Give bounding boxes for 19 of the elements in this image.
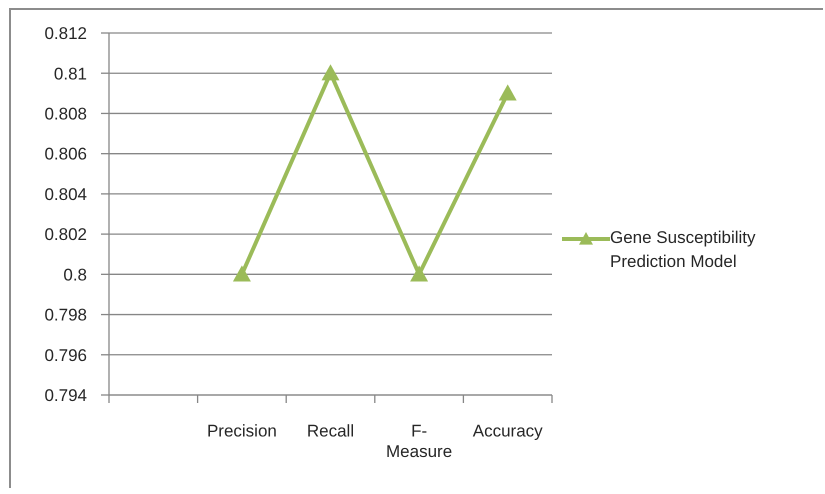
- legend-label: Gene Susceptibility Prediction Model: [610, 227, 757, 273]
- y-tick-label: 0.798: [44, 306, 87, 325]
- y-tick-label: 0.796: [44, 346, 87, 365]
- y-tick-label: 0.812: [44, 24, 87, 44]
- y-tick-label: 0.804: [44, 184, 87, 204]
- y-tick-label: 0.8: [63, 265, 87, 284]
- y-tick-label: 0.802: [44, 225, 87, 244]
- x-tick-label: Accuracy: [472, 421, 544, 440]
- point: [498, 84, 517, 101]
- y-tick-label: 0.794: [44, 386, 87, 406]
- point: [322, 64, 340, 80]
- y-tick-label: 0.808: [44, 104, 87, 124]
- x-tick-label: F-Measure: [386, 421, 452, 461]
- point: [410, 265, 428, 282]
- x-tick-label: Recall: [306, 421, 354, 440]
- point: [232, 265, 251, 282]
- x-tick-label: Precision: [206, 421, 277, 440]
- y-tick-label: 0.806: [44, 144, 87, 164]
- y-tick-label: 0.81: [54, 64, 87, 84]
